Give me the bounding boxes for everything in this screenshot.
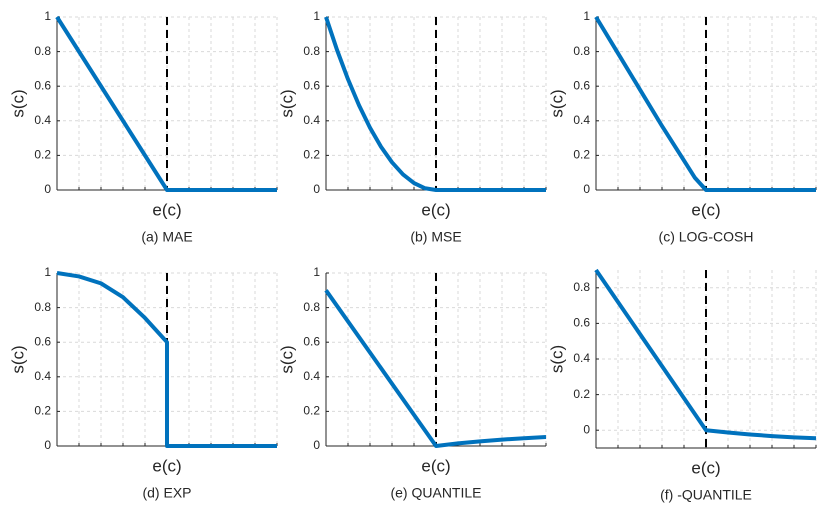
y-tick-label: 0.4 [34,369,51,383]
y-tick-label: 0.2 [34,148,51,162]
x-axis-label: e(c) [152,456,181,475]
subplot-caption: (e) QUANTILE [390,485,481,501]
y-tick-label: 1 [313,265,320,279]
x-axis-label: e(c) [691,458,720,477]
data-line [55,15,277,192]
y-tick-label: 0 [44,182,51,196]
y-tick-label: 0.4 [303,113,320,127]
y-tick-label: 1 [44,9,51,23]
y-tick-label: 0 [583,182,590,196]
y-axis-label: s(c) [8,345,27,373]
y-tick-label: 0.6 [303,334,320,348]
subplot: 0 0.2 0.4 0.6 0.8 1 e(c) s(c) (c) LOG-COSH [547,9,817,245]
subplot-caption: (a) MAE [141,229,192,245]
y-axis-label: s(c) [547,89,566,117]
y-axis-label: s(c) [277,89,296,117]
y-tick-label: 0.2 [303,404,320,418]
subplot: 0 0.2 0.4 0.6 0.8 1 e(c) s(c) (a) MAE [8,9,278,245]
y-tick-label: 1 [583,9,590,23]
data-line [324,16,546,192]
subplot: 0 0.2 0.4 0.6 0.8 1 e(c) s(c) (e) QUANTILE [277,265,547,501]
y-tick-label: 0 [44,438,51,452]
y-tick-label: 0.2 [573,387,590,401]
subplot: 0 0.2 0.4 0.6 0.8 1 e(c) s(c) (b) MSE [277,9,547,245]
y-tick-label: 1 [44,265,51,279]
x-axis-label: e(c) [421,456,450,475]
y-axis-label: s(c) [277,345,296,373]
y-tick-label: 0.8 [303,300,320,314]
x-axis-label: e(c) [691,200,720,219]
y-tick-label: 0.8 [573,44,590,58]
y-tick-label: 0.8 [34,44,51,58]
y-tick-label: 1 [313,9,320,23]
y-tick-label: 0.4 [303,369,320,383]
y-tick-label: 0.2 [303,148,320,162]
subplot-caption: (b) MSE [410,229,461,245]
subplot-caption: (d) EXP [142,485,191,501]
y-axis-label: s(c) [8,89,27,117]
subplot: 0 0.2 0.4 0.6 0.8 e(c) s(c) (f) -QUANTILE [547,268,817,503]
y-tick-label: 0.6 [573,316,590,330]
y-tick-label: 0.6 [34,334,51,348]
y-tick-label: 0 [583,422,590,436]
x-axis-label: e(c) [152,200,181,219]
data-line [594,268,817,441]
subplot-caption: (c) LOG-COSH [659,229,754,245]
subplot: 0 0.2 0.4 0.6 0.8 1 e(c) s(c) (d) EXP [8,265,278,501]
y-tick-label: 0.8 [34,300,51,314]
y-tick-label: 0 [313,438,320,452]
x-axis-label: e(c) [421,200,450,219]
y-tick-label: 0.8 [303,44,320,58]
y-tick-label: 0.4 [573,351,590,365]
y-tick-label: 0.8 [573,280,590,294]
y-tick-label: 0.2 [573,148,590,162]
data-line [56,271,277,448]
y-tick-label: 0.4 [34,113,51,127]
y-tick-label: 0.4 [573,113,590,127]
data-line [594,15,816,192]
subplot-caption: (f) -QUANTILE [660,487,752,503]
y-tick-label: 0 [313,182,320,196]
y-tick-label: 0.6 [573,78,590,92]
y-tick-label: 0.6 [34,78,51,92]
y-tick-label: 0.6 [303,78,320,92]
y-axis-label: s(c) [547,345,566,373]
data-line [324,289,547,448]
y-tick-label: 0.2 [34,404,51,418]
